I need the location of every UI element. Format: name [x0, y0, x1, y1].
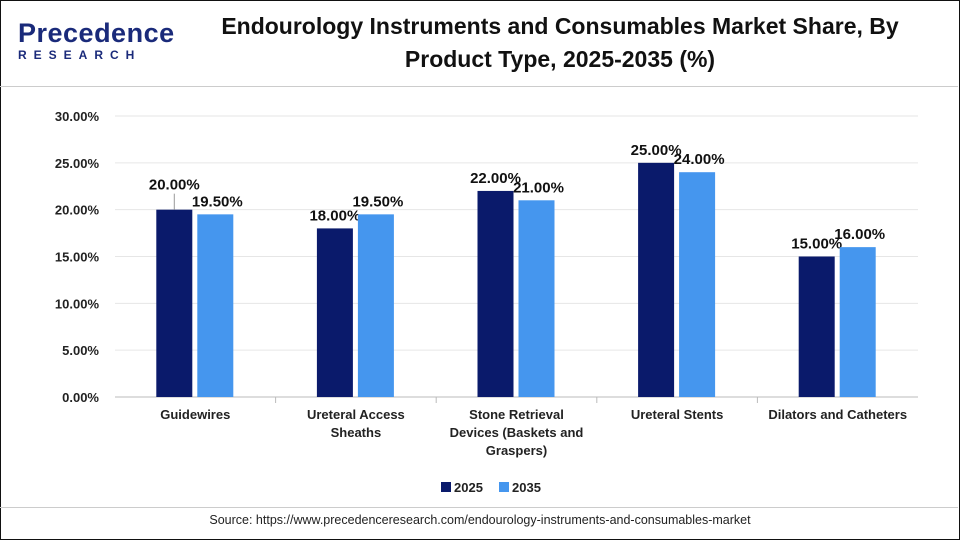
bar-2035	[197, 214, 234, 397]
bar-2035	[679, 172, 716, 397]
logo-line1: Precedence	[18, 18, 175, 48]
legend-label: 2035	[512, 480, 541, 495]
bar-2025	[477, 190, 514, 397]
source-text: Source: https://www.precedenceresearch.c…	[209, 513, 751, 527]
data-label: 24.00%	[674, 151, 725, 168]
data-label: 21.00%	[513, 179, 564, 196]
data-label: 22.00%	[470, 170, 521, 187]
logo-line2: RESEARCH	[18, 48, 142, 62]
data-label: 25.00%	[631, 142, 682, 159]
legend-swatch-2025	[441, 482, 451, 492]
bar-2025	[638, 162, 675, 397]
x-tick-label: Ureteral Stents	[631, 407, 723, 422]
bar-2025	[156, 209, 193, 397]
y-tick-label: 15.00%	[55, 250, 100, 265]
y-tick-label: 5.00%	[62, 343, 99, 358]
bar-2035	[357, 214, 394, 397]
x-tick-label: Stone Retrieval	[469, 407, 564, 422]
x-tick-label: Graspers)	[486, 443, 547, 458]
chart-title: Endourology Instruments and Consumables …	[221, 13, 899, 72]
y-tick-label: 30.00%	[55, 109, 100, 124]
bar-2035	[839, 247, 876, 397]
data-label: 19.50%	[192, 193, 243, 210]
legend-swatch-2035	[499, 482, 509, 492]
y-tick-label: 0.00%	[62, 390, 99, 405]
y-tick-label: 10.00%	[55, 296, 100, 311]
data-label: 16.00%	[834, 226, 885, 243]
legend-label: 2025	[454, 480, 483, 495]
data-label: 18.00%	[309, 207, 360, 224]
data-label: 15.00%	[791, 236, 842, 253]
y-tick-label: 25.00%	[55, 156, 100, 171]
x-tick-label: Dilators and Catheters	[768, 407, 907, 422]
data-label: 20.00%	[149, 177, 200, 194]
chart-panel	[0, 86, 958, 508]
y-tick-label: 20.00%	[55, 203, 100, 218]
x-tick-label: Ureteral Access	[307, 407, 405, 422]
x-tick-label: Devices (Baskets and	[450, 425, 584, 440]
x-tick-label: Guidewires	[160, 407, 230, 422]
x-tick-label: Sheaths	[331, 425, 382, 440]
bar-2025	[798, 256, 835, 397]
logo: Precedence RESEARCH	[18, 18, 175, 63]
bar-2035	[518, 200, 555, 397]
data-label: 19.50%	[352, 193, 403, 210]
bar-2025	[316, 228, 353, 397]
